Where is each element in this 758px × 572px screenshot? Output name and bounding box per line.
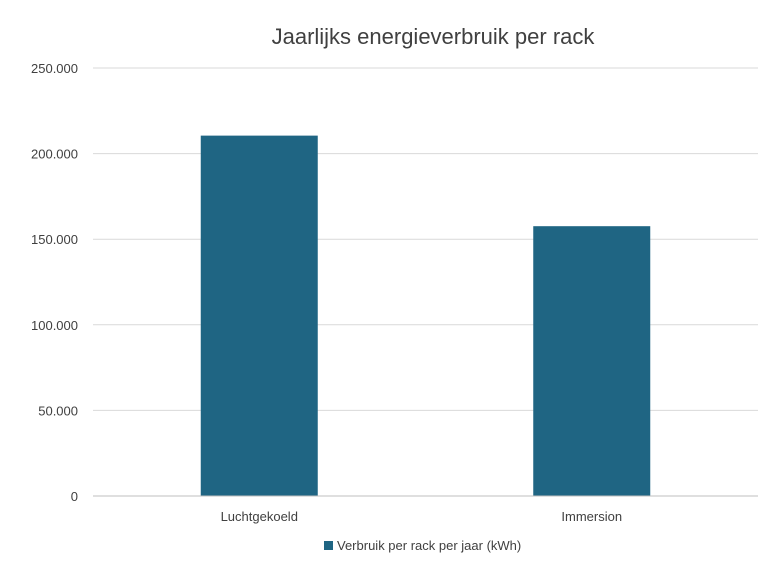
x-category-label: Immersion [561,509,622,524]
bar-immersion [533,226,651,497]
x-axis-categories: Luchtgekoeld Immersion [221,509,623,524]
chart-title: Jaarlijks energieverbruik per rack [272,24,596,49]
y-tick-label: 0 [71,489,78,504]
bar-luchtgekoeld [200,135,318,496]
y-tick-label: 50.000 [38,403,78,418]
legend-swatch [324,541,333,550]
y-tick-label: 200.000 [31,147,78,162]
bars [200,135,651,497]
y-tick-label: 250.000 [31,61,78,76]
legend: Verbruik per rack per jaar (kWh) [324,538,521,553]
y-tick-label: 100.000 [31,318,78,333]
y-axis-ticks: 0 50.000 100.000 150.000 200.000 250.000 [31,61,78,504]
legend-label: Verbruik per rack per jaar (kWh) [337,538,521,553]
gridlines [93,67,758,411]
x-category-label: Luchtgekoeld [221,509,298,524]
y-tick-label: 150.000 [31,232,78,247]
